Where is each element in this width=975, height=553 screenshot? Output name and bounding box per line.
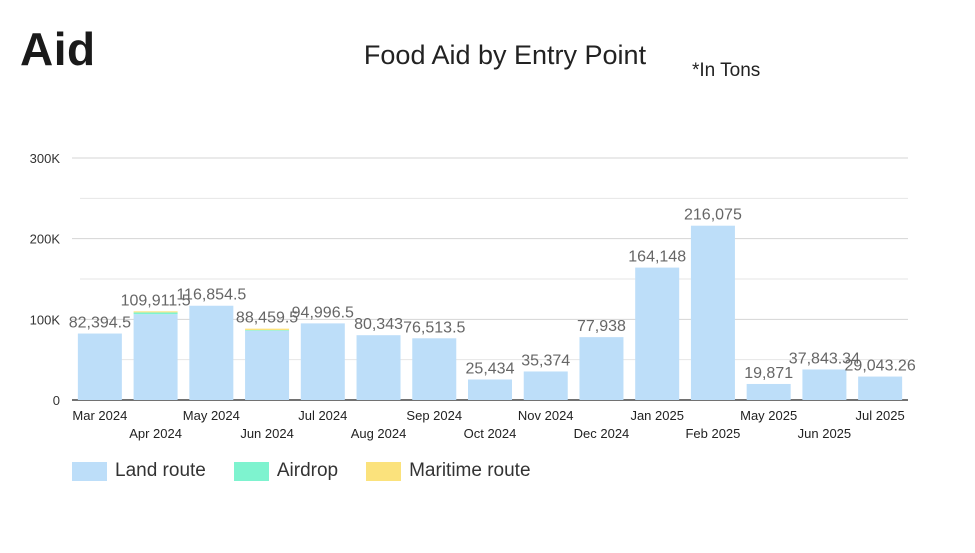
x-tick-label: Apr 2024 (129, 426, 182, 441)
x-tick-label: May 2024 (183, 408, 240, 423)
bar-land-route[interactable] (356, 335, 401, 400)
units-note: *In Tons (692, 60, 761, 81)
data-label: 29,043.26 (845, 358, 916, 375)
bar-land-route[interactable] (635, 267, 680, 400)
x-tick-label: Jun 2024 (240, 426, 294, 441)
chart-title: Food Aid by Entry Point (363, 40, 647, 70)
data-label: 19,871 (744, 365, 793, 382)
data-label: 164,148 (628, 249, 686, 266)
bar-land-route[interactable] (802, 369, 847, 400)
legend-label-maritime-route: Maritime route (409, 460, 531, 481)
bar-land-route[interactable] (77, 333, 122, 400)
bar-land-route[interactable] (412, 338, 457, 400)
data-label: 216,075 (684, 207, 742, 224)
bar-airdrop[interactable] (245, 330, 290, 331)
x-tick-label: Aug 2024 (351, 426, 407, 441)
bar-maritime-route[interactable] (245, 328, 290, 331)
data-label: 35,374 (521, 352, 570, 369)
bar-land-route[interactable] (579, 337, 624, 400)
y-tick-label: 300K (30, 151, 61, 166)
bar-maritime-route[interactable] (133, 311, 178, 313)
x-tick-label: Jul 2024 (298, 408, 347, 423)
bar-land-route[interactable] (690, 225, 735, 400)
x-tick-label: Jul 2025 (856, 408, 905, 423)
y-tick-label: 0 (53, 393, 60, 408)
data-label: 37,843.34 (789, 350, 860, 367)
data-label: 77,938 (577, 318, 626, 335)
data-label: 25,434 (466, 360, 515, 377)
y-tick-label: 200K (30, 232, 61, 247)
bar-land-route[interactable] (523, 371, 568, 400)
x-tick-label: Nov 2024 (518, 408, 574, 423)
data-label: 76,513.5 (403, 319, 465, 336)
legend-item-land-route[interactable]: Land route (72, 460, 206, 482)
data-label: 94,996.5 (292, 304, 354, 321)
bar-land-route[interactable] (189, 305, 234, 400)
data-label: 116,854.5 (176, 287, 246, 304)
x-tick-label: Feb 2025 (685, 426, 740, 441)
bar-land-route[interactable] (468, 379, 512, 400)
x-tick-label: Oct 2024 (464, 426, 517, 441)
bar-land-route[interactable] (858, 376, 903, 400)
bar-land-route[interactable] (746, 383, 791, 400)
legend-item-maritime-route[interactable]: Maritime route (366, 460, 531, 482)
data-label: 80,343 (354, 316, 403, 333)
y-tick-label: 100K (30, 312, 61, 327)
x-tick-label: Mar 2024 (72, 408, 127, 423)
chart-legend: Land route Airdrop Maritime route (72, 460, 531, 482)
bar-land-route[interactable] (133, 314, 178, 400)
bar-land-route[interactable] (300, 323, 345, 400)
page-heading: Aid (20, 23, 96, 75)
legend-label-airdrop: Airdrop (276, 460, 339, 481)
bar-land-route[interactable] (245, 330, 290, 400)
legend-item-airdrop[interactable]: Airdrop (233, 460, 339, 482)
legend-swatch-airdrop (233, 461, 269, 481)
legend-label-land-route: Land route (115, 460, 206, 481)
x-tick-label: Jan 2025 (630, 408, 684, 423)
data-label: 88,459.5 (236, 310, 298, 327)
data-label: 82,394.5 (69, 315, 131, 332)
legend-swatch-land-route (72, 461, 107, 481)
data-label: 109,911.5 (121, 292, 191, 309)
x-tick-label: Dec 2024 (574, 426, 630, 441)
x-tick-label: May 2025 (740, 408, 797, 423)
legend-swatch-maritime-route (366, 461, 402, 481)
bar-airdrop[interactable] (133, 312, 178, 315)
x-tick-label: Jun 2025 (798, 426, 852, 441)
x-tick-label: Sep 2024 (406, 408, 462, 423)
